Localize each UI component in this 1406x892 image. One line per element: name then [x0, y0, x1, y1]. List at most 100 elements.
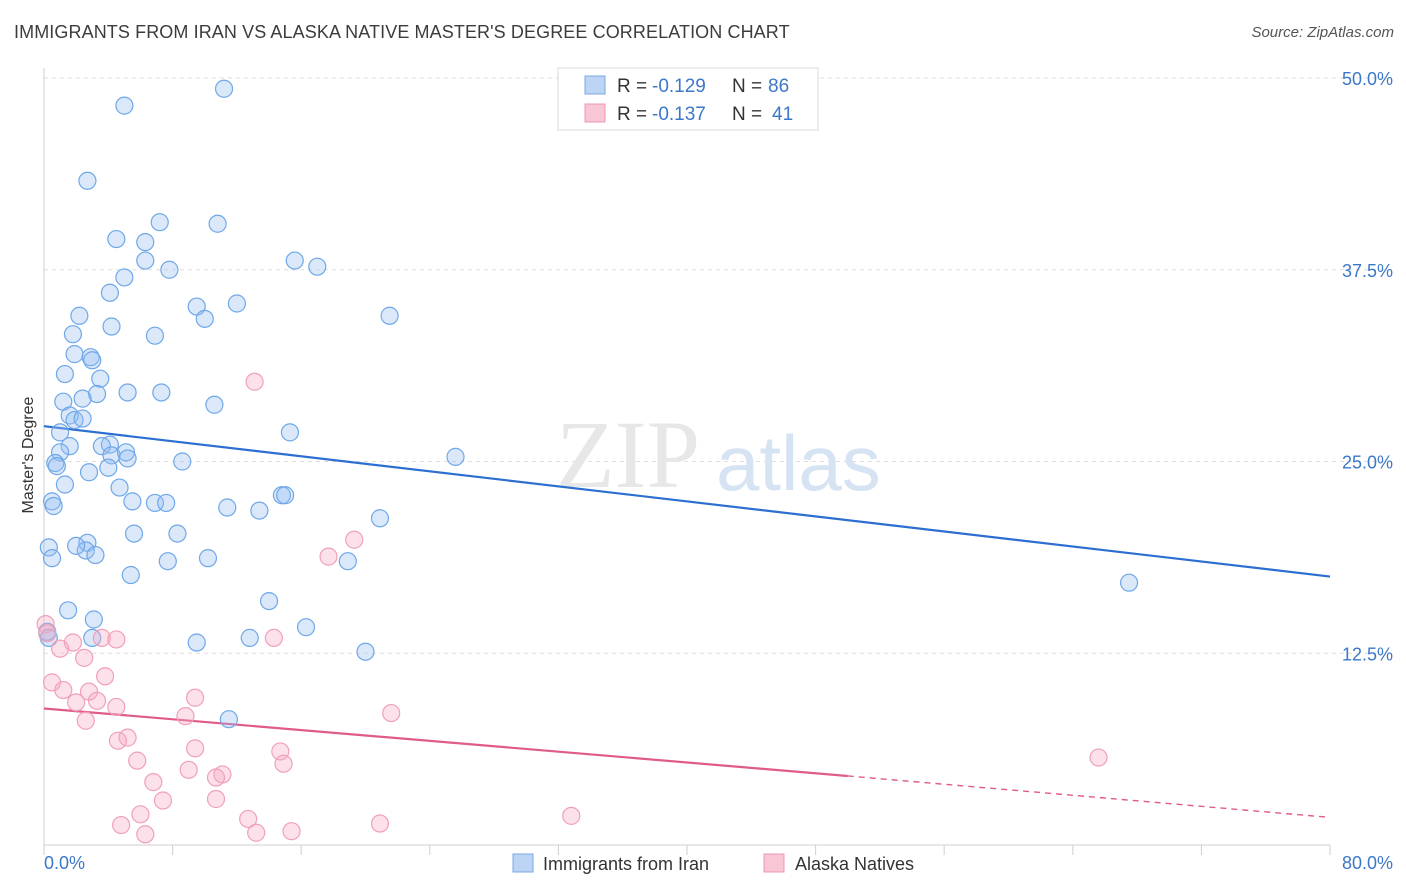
point-iran-13: [227, 294, 246, 313]
point-iran-58: [44, 496, 63, 516]
stat-n-value-blue: 86: [768, 76, 789, 97]
point-alaska-33: [206, 789, 226, 809]
grid-lines: [44, 77, 1393, 654]
trendline-pink-dashed: [847, 775, 1331, 819]
point-alaska-23: [108, 731, 128, 750]
stat-r-label-blue: R =: [617, 76, 647, 97]
source-label: Source: ZipAtlas.com: [1251, 24, 1394, 41]
point-iran-4: [208, 214, 227, 233]
series-legend: Immigrants from Iran Alaska Natives: [512, 853, 914, 874]
point-alaska-17: [67, 693, 86, 712]
point-alaska-28: [1089, 748, 1108, 767]
point-alaska-18: [107, 697, 126, 717]
point-iran-53: [276, 486, 295, 505]
point-alaska-13: [54, 680, 73, 700]
point-iran-46: [46, 453, 65, 473]
point-iran-48: [99, 458, 118, 477]
point-iran-31: [205, 395, 224, 414]
point-iran-66: [76, 541, 95, 560]
data-points: [36, 79, 1139, 844]
series-legend-label-pink: Alaska Natives: [795, 854, 914, 874]
point-iran-34: [73, 409, 92, 428]
point-alaska-0: [245, 372, 264, 391]
y-axis-label: Master's Degree: [20, 396, 37, 513]
point-iran-62: [124, 524, 144, 543]
point-alaska-9: [50, 639, 70, 658]
point-iran-57: [157, 493, 176, 513]
point-iran-65: [39, 538, 58, 557]
point-iran-26: [87, 384, 107, 404]
axes: [43, 68, 1331, 855]
point-alaska-40: [136, 825, 155, 844]
point-alaska-4: [38, 624, 57, 643]
point-alaska-27: [274, 754, 293, 773]
trendline-blue: [43, 425, 1331, 578]
series-legend-label-blue: Immigrants from Iran: [543, 854, 709, 874]
point-alaska-3: [36, 615, 55, 634]
point-alaska-34: [153, 791, 173, 810]
y-tick-label-0: 12.5%: [1342, 644, 1393, 664]
point-iran-74: [259, 591, 279, 611]
series-legend-swatch-blue: [512, 853, 534, 873]
point-alaska-16: [87, 691, 107, 710]
point-iran-17: [195, 309, 214, 328]
stat-n-label-pink: N =: [732, 104, 762, 125]
point-alaska-35: [131, 805, 150, 824]
trendline-pink: [43, 707, 848, 778]
point-iran-16: [70, 306, 89, 325]
point-alaska-7: [107, 630, 126, 649]
point-iran-30: [73, 389, 92, 408]
point-alaska-2: [319, 547, 338, 566]
point-iran-22: [81, 348, 100, 367]
point-iran-3: [150, 213, 169, 232]
point-iran-55: [123, 492, 142, 511]
point-iran-36: [280, 423, 300, 442]
point-iran-70: [338, 552, 357, 571]
stat-r-label-pink: R =: [617, 104, 647, 125]
point-iran-19: [63, 325, 83, 344]
stats-legend: R = -0.129 N = 86 R = -0.137 N = 41: [557, 67, 819, 131]
stat-n-value-pink: 41: [772, 104, 793, 125]
point-iran-1: [115, 96, 134, 115]
point-iran-9: [160, 260, 179, 279]
point-iran-59: [218, 498, 237, 517]
point-iran-28: [152, 383, 171, 402]
point-iran-25: [91, 369, 110, 388]
point-iran-7: [285, 251, 304, 270]
point-iran-81: [187, 633, 206, 652]
point-iran-18: [102, 317, 121, 336]
point-alaska-15: [186, 688, 205, 707]
point-alaska-42: [282, 822, 301, 841]
point-iran-72: [1119, 573, 1139, 592]
point-iran-0: [214, 79, 234, 98]
point-iran-27: [118, 383, 137, 402]
point-iran-85: [67, 536, 86, 555]
stat-r-value-pink: -0.137: [652, 104, 706, 125]
point-iran-71: [121, 565, 140, 585]
point-iran-67: [86, 545, 105, 565]
point-iran-51: [110, 478, 129, 497]
point-iran-68: [198, 549, 218, 568]
point-iran-45: [173, 452, 192, 471]
y-tick-label-2: 37.5%: [1342, 261, 1393, 281]
chart-title: IMMIGRANTS FROM IRAN VS ALASKA NATIVE MA…: [14, 22, 790, 42]
point-iran-11: [115, 268, 134, 287]
x-tick-label-1: 80.0%: [1342, 853, 1393, 873]
legend-swatch-pink: [584, 103, 606, 123]
point-iran-76: [296, 618, 316, 637]
point-alaska-36: [562, 806, 581, 825]
series-legend-swatch-pink: [763, 853, 785, 873]
point-iran-75: [84, 610, 103, 629]
point-iran-38: [92, 437, 111, 456]
stat-r-value-blue: -0.129: [652, 76, 706, 97]
point-iran-79: [83, 628, 102, 648]
point-iran-43: [446, 447, 465, 466]
point-alaska-10: [75, 648, 94, 667]
point-iran-2: [78, 171, 97, 190]
point-iran-21: [65, 345, 84, 364]
point-iran-23: [83, 351, 102, 370]
point-iran-80: [240, 628, 259, 648]
point-alaska-37: [239, 809, 258, 829]
point-iran-44: [118, 449, 137, 468]
